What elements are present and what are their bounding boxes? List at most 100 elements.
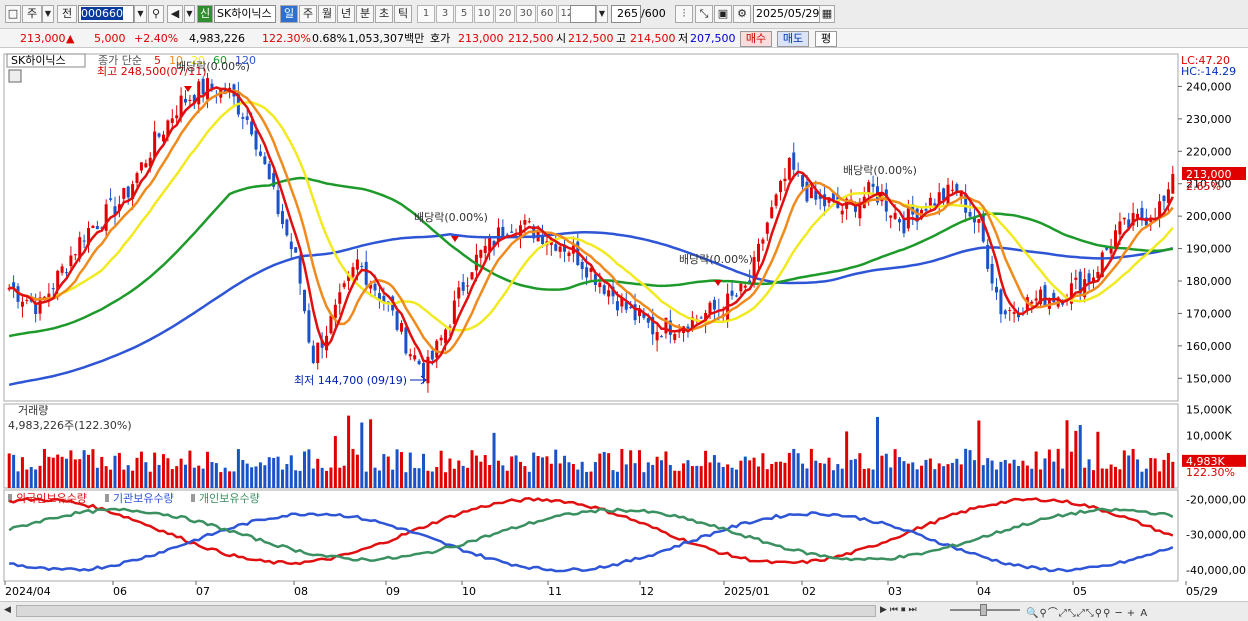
period-tab-6[interactable]: 틱 bbox=[394, 5, 412, 23]
period-tab-2[interactable]: 월 bbox=[318, 5, 336, 23]
candle-body bbox=[342, 283, 346, 288]
volume-bar bbox=[1122, 450, 1126, 488]
candle-body bbox=[937, 192, 941, 205]
chart-scrollbar[interactable]: ◀ ▶⏮⏹⏭ 🔍⚲⌒⤢⤡⤢⤡⚲⚲ ─ + A bbox=[0, 601, 1248, 621]
stock-code-input[interactable]: 000660 bbox=[78, 5, 134, 23]
count-input[interactable]: 265 bbox=[611, 5, 641, 23]
chart-tools-icons[interactable]: 🔍⚲⌒⤢⤡⤢⤡⚲⚲ ─ + A bbox=[1026, 608, 1149, 619]
volume-bar bbox=[258, 462, 262, 488]
volume-bar bbox=[333, 436, 337, 488]
new-badge[interactable]: 신 bbox=[197, 5, 213, 23]
search-icon[interactable]: ⚲ bbox=[148, 5, 164, 23]
sell-button[interactable]: 매도 bbox=[777, 31, 809, 47]
interval-button-5[interactable]: 30 bbox=[516, 5, 536, 23]
interval-custom-input[interactable] bbox=[570, 5, 596, 23]
interval-dropdown-icon[interactable]: ▼ bbox=[596, 5, 608, 23]
candle-body bbox=[765, 222, 769, 234]
layout-icon[interactable]: □ bbox=[5, 5, 21, 23]
volume-bar bbox=[558, 463, 562, 488]
speaker-icon[interactable]: ◀ bbox=[167, 5, 183, 23]
volume-bar bbox=[1158, 471, 1162, 488]
candle-body bbox=[364, 261, 368, 285]
change-percent: +2.40% bbox=[134, 32, 179, 45]
market-dropdown-icon[interactable]: ▼ bbox=[42, 5, 54, 23]
candle-body bbox=[1122, 217, 1126, 220]
gear-icon[interactable]: ⚙ bbox=[733, 5, 751, 23]
candle-body bbox=[770, 207, 774, 219]
period-tab-3[interactable]: 년 bbox=[337, 5, 355, 23]
volume-bar bbox=[964, 448, 968, 488]
volume-bar bbox=[153, 452, 157, 488]
volume-bar bbox=[884, 453, 888, 488]
period-tab-4[interactable]: 분 bbox=[356, 5, 374, 23]
candle-body bbox=[488, 236, 492, 252]
volume-bar bbox=[959, 464, 963, 488]
period-tab-0[interactable]: 일 bbox=[280, 5, 298, 23]
interval-button-0[interactable]: 1 bbox=[417, 5, 435, 23]
interval-button-4[interactable]: 20 bbox=[495, 5, 515, 23]
close-position-button[interactable]: 평 bbox=[815, 31, 837, 47]
zoom-slider-handle[interactable] bbox=[980, 604, 987, 616]
volume-bar bbox=[704, 450, 708, 488]
candle-body bbox=[977, 219, 981, 223]
interval-button-3[interactable]: 10 bbox=[474, 5, 494, 23]
candle-body bbox=[629, 307, 633, 309]
volume-bar bbox=[316, 458, 320, 488]
x-axis-label: 03 bbox=[888, 585, 902, 598]
stock-chart[interactable]: 240,000 230,000 220,000 210,000 200,000 190,0… bbox=[0, 48, 1248, 601]
draw-tool-icon[interactable]: ⤡ bbox=[695, 5, 713, 23]
prev-label: 전 bbox=[61, 7, 73, 20]
scrollbar-thumb[interactable] bbox=[16, 605, 876, 617]
volume-bar bbox=[1096, 431, 1100, 488]
volume-bar bbox=[320, 467, 324, 488]
candle-body bbox=[558, 246, 562, 252]
volume-bar bbox=[1131, 448, 1135, 488]
candle-body bbox=[972, 216, 976, 223]
volume-bar bbox=[699, 466, 703, 488]
period-tab-1[interactable]: 주 bbox=[299, 5, 317, 23]
interval-button-1[interactable]: 3 bbox=[436, 5, 454, 23]
volume-bars bbox=[7, 415, 1175, 488]
candle-body bbox=[1162, 195, 1166, 202]
candle-body bbox=[818, 195, 822, 199]
candle-body bbox=[660, 336, 664, 338]
scroll-controls-icon[interactable]: ▶⏮⏹⏭ bbox=[880, 605, 920, 615]
candle-body bbox=[964, 193, 968, 213]
save-icon[interactable]: ▣ bbox=[714, 5, 732, 23]
candle-body bbox=[267, 163, 271, 180]
speaker-dropdown-icon[interactable]: ▼ bbox=[184, 5, 195, 23]
candle-body bbox=[541, 235, 545, 244]
x-axis-label: 08 bbox=[294, 585, 308, 598]
candle-body bbox=[131, 184, 135, 200]
candle-body bbox=[51, 288, 55, 290]
volume-bar bbox=[69, 450, 73, 488]
candle-type-icon[interactable]: ⫶ bbox=[675, 5, 693, 23]
volume-bar bbox=[673, 470, 677, 488]
candle-body bbox=[254, 130, 258, 150]
prev-button[interactable]: 전 bbox=[57, 5, 77, 23]
market-select[interactable]: 주 bbox=[22, 5, 42, 23]
buy-button[interactable]: 매수 bbox=[740, 31, 772, 47]
candle-body bbox=[527, 221, 531, 223]
volume-bar bbox=[518, 461, 522, 488]
volume-bar bbox=[792, 448, 796, 488]
code-dropdown-icon[interactable]: ▼ bbox=[134, 5, 147, 23]
date-input[interactable]: 2025/05/29 bbox=[753, 5, 820, 23]
calendar-icon[interactable]: ▦ bbox=[819, 5, 835, 23]
y-tick-label: 180,000 bbox=[1186, 275, 1232, 288]
candle-body bbox=[933, 203, 937, 206]
period-tab-5[interactable]: 초 bbox=[375, 5, 393, 23]
interval-button-6[interactable]: 60 bbox=[537, 5, 557, 23]
change-value: 5,000 bbox=[94, 32, 126, 45]
volume-bar bbox=[990, 460, 994, 488]
volume-bar bbox=[250, 467, 254, 488]
candle-body bbox=[624, 302, 628, 310]
scroll-left-icon[interactable]: ◀ bbox=[4, 605, 11, 615]
volume-bar bbox=[911, 462, 915, 488]
candle-body bbox=[580, 261, 584, 270]
candle-body bbox=[382, 295, 386, 303]
interval-button-2[interactable]: 5 bbox=[455, 5, 473, 23]
dividend-note-0: 배당락(0.00%) bbox=[176, 60, 250, 73]
volume-bar bbox=[439, 450, 443, 488]
candle-body bbox=[12, 282, 16, 289]
